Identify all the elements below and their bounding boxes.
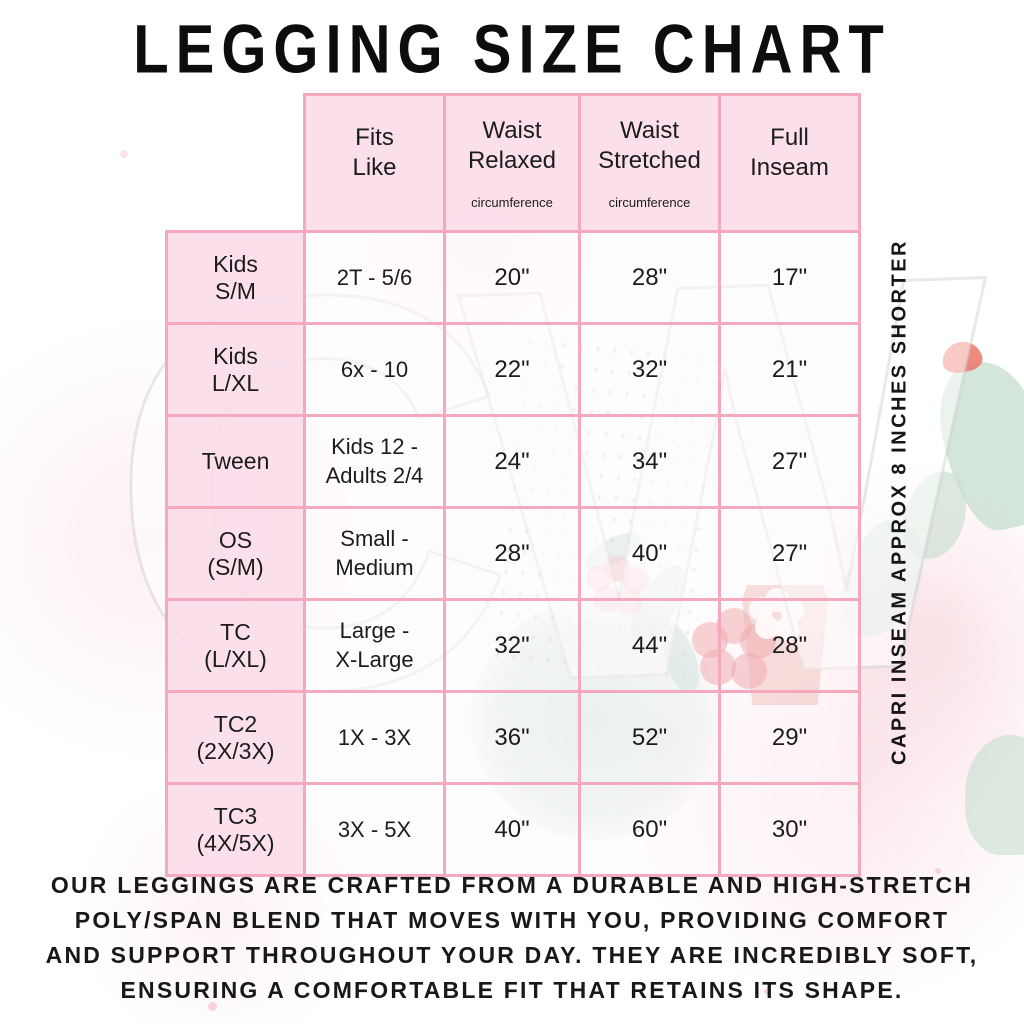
header-row: Fits Like Waist Relaxed circumference Wa… xyxy=(167,92,861,234)
full-inseam-cell: 27" xyxy=(718,506,861,602)
waist-relaxed-cell: 28" xyxy=(443,506,581,602)
size-label-cell: Kids S/M xyxy=(165,230,306,326)
full-inseam-cell: 28" xyxy=(718,598,861,694)
table-row: Kids S/M 2T - 5/6 20" 28" 17" xyxy=(165,230,861,326)
column-header-label: Full Inseam xyxy=(750,124,829,182)
column-header-label: Fits Like xyxy=(352,124,397,182)
table-row: TC3 (4X/5X) 3X - 5X 40" 60" 30" xyxy=(165,782,861,878)
product-description: OUR LEGGINGS ARE CRAFTED FROM A DURABLE … xyxy=(0,868,1024,1008)
size-label-cell: Tween xyxy=(165,414,306,510)
fits-like-cell: Large - X-Large xyxy=(303,598,446,694)
table-row: TC2 (2X/3X) 1X - 3X 36" 52" 29" xyxy=(165,690,861,786)
waist-stretched-cell: 40" xyxy=(578,506,721,602)
column-header-subtext: circumference xyxy=(608,195,691,210)
full-inseam-cell: 30" xyxy=(718,782,861,878)
table-row: OS (S/M) Small - Medium 28" 40" 27" xyxy=(165,506,861,602)
waist-relaxed-cell: 40" xyxy=(443,782,581,878)
column-header-full-inseam: Full Inseam xyxy=(718,92,861,234)
full-inseam-cell: 29" xyxy=(718,690,861,786)
description-line: ENSURING A COMFORTABLE FIT THAT RETAINS … xyxy=(120,977,904,1003)
size-label-cell: OS (S/M) xyxy=(165,506,306,602)
fits-like-cell: 3X - 5X xyxy=(303,782,446,878)
waist-relaxed-cell: 24" xyxy=(443,414,581,510)
capri-inseam-note: CAPRI INSEAM APPROX 8 INCHES SHORTER xyxy=(888,239,911,765)
fits-like-cell: 6x - 10 xyxy=(303,322,446,418)
paint-speckle xyxy=(120,150,128,158)
table-row: Kids L/XL 6x - 10 22" 32" 21" xyxy=(165,322,861,418)
fits-like-cell: Small - Medium xyxy=(303,506,446,602)
full-inseam-cell: 17" xyxy=(718,230,861,326)
description-line: OUR LEGGINGS ARE CRAFTED FROM A DURABLE … xyxy=(50,872,974,898)
cactus-flower-art xyxy=(939,338,985,376)
paint-speckle xyxy=(764,988,771,995)
paint-speckle xyxy=(208,1002,217,1011)
size-label-cell: TC3 (4X/5X) xyxy=(165,782,306,878)
size-label-cell: TC (L/XL) xyxy=(165,598,306,694)
page-title: LEGGING SIZE CHART xyxy=(133,11,891,88)
waist-relaxed-cell: 20" xyxy=(443,230,581,326)
description-line: AND SUPPORT THROUGHOUT YOUR DAY. THEY AR… xyxy=(45,942,979,968)
waist-stretched-cell: 32" xyxy=(578,322,721,418)
column-header-label: Waist Relaxed xyxy=(467,117,557,174)
waist-stretched-cell: 52" xyxy=(578,690,721,786)
table-row: Tween Kids 12 - Adults 2/4 24" 34" 27" xyxy=(165,414,861,510)
waist-relaxed-cell: 36" xyxy=(443,690,581,786)
size-chart-table: Fits Like Waist Relaxed circumference Wa… xyxy=(165,92,861,878)
size-label-cell: Kids L/XL xyxy=(165,322,306,418)
table-row: TC (L/XL) Large - X-Large 32" 44" 28" xyxy=(165,598,861,694)
waist-stretched-cell: 60" xyxy=(578,782,721,878)
column-header-waist-relaxed: Waist Relaxed circumference xyxy=(443,92,581,234)
fits-like-cell: 2T - 5/6 xyxy=(303,230,446,326)
waist-stretched-cell: 28" xyxy=(578,230,721,326)
fits-like-cell: Kids 12 - Adults 2/4 xyxy=(303,414,446,510)
waist-stretched-cell: 34" xyxy=(578,414,721,510)
waist-stretched-cell: 44" xyxy=(578,598,721,694)
cactus-art xyxy=(965,735,1024,855)
full-inseam-cell: 21" xyxy=(718,322,861,418)
column-header-subtext: circumference xyxy=(471,195,553,210)
paint-speckle xyxy=(935,868,941,874)
blank-corner-cell xyxy=(167,95,305,232)
column-header-label: Waist Stretched xyxy=(598,117,701,174)
column-header-waist-stretched: Waist Stretched circumference xyxy=(578,92,721,234)
description-line: POLY/SPAN BLEND THAT MOVES WITH YOU, PRO… xyxy=(74,907,950,933)
waist-relaxed-cell: 22" xyxy=(443,322,581,418)
column-header-fits-like: Fits Like xyxy=(303,92,446,234)
size-label-cell: TC2 (2X/3X) xyxy=(165,690,306,786)
full-inseam-cell: 27" xyxy=(718,414,861,510)
fits-like-cell: 1X - 3X xyxy=(303,690,446,786)
waist-relaxed-cell: 32" xyxy=(443,598,581,694)
